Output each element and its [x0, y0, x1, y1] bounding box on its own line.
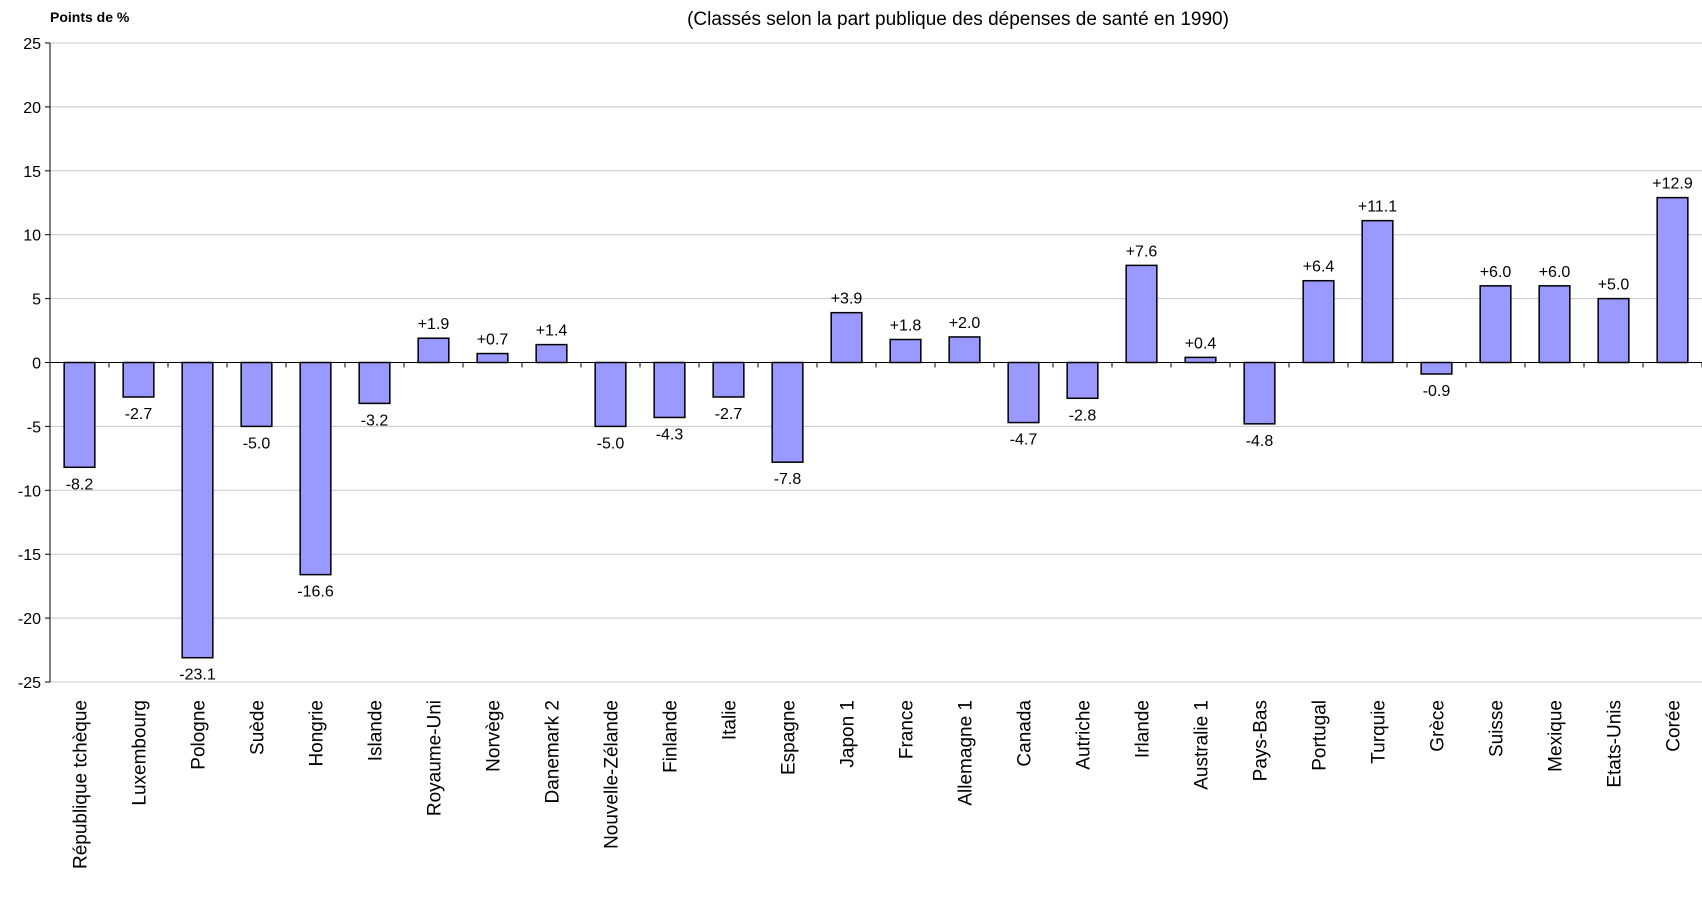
- x-tick-label: Royaume-Uni: [425, 700, 446, 816]
- x-tick-label: Hongrie: [307, 700, 328, 767]
- bar: [417, 337, 450, 364]
- data-label: -4.8: [1246, 433, 1274, 450]
- bar: [63, 361, 96, 469]
- data-label: -2.8: [1069, 407, 1097, 424]
- bar: [535, 343, 568, 364]
- data-label: +1.9: [418, 316, 450, 333]
- bar: [1007, 361, 1040, 424]
- bar: [1420, 361, 1453, 375]
- x-tick-label: Japon 1: [838, 700, 859, 768]
- data-label: -5.0: [597, 435, 625, 452]
- data-label: -4.3: [656, 426, 684, 443]
- x-tick-label: Canada: [1015, 700, 1036, 767]
- y-tick-label: 20: [23, 100, 41, 117]
- data-label: +12.9: [1652, 176, 1693, 193]
- bar: [1184, 356, 1217, 364]
- y-tick-label: -10: [18, 483, 41, 500]
- x-tick-label: Corée: [1664, 700, 1685, 752]
- bar: [299, 361, 332, 576]
- bar: [594, 361, 627, 428]
- bar: [1243, 361, 1276, 425]
- x-tick-label: Italie: [720, 700, 741, 740]
- data-label: +6.0: [1480, 264, 1512, 281]
- bar: [653, 361, 686, 419]
- data-label: -8.2: [66, 476, 94, 493]
- data-label: -2.7: [125, 406, 153, 423]
- y-tick-label: 5: [32, 292, 41, 309]
- x-tick-label: Portugal: [1310, 700, 1331, 771]
- bar: [889, 338, 922, 364]
- data-label: -3.2: [361, 412, 389, 429]
- data-label: +11.1: [1358, 199, 1397, 216]
- y-tick-label: 25: [23, 36, 41, 53]
- x-tick-label: Pays-Bas: [1251, 700, 1272, 781]
- data-label: -2.7: [715, 406, 743, 423]
- x-tick-label: Australie 1: [1192, 700, 1213, 790]
- bar: [1538, 285, 1571, 364]
- x-tick-label: République tchèque: [71, 700, 92, 869]
- y-tick-label: 15: [23, 164, 41, 181]
- data-label: -7.8: [774, 471, 802, 488]
- x-tick-label: Luxembourg: [130, 700, 151, 806]
- x-tick-label: Autriche: [1074, 700, 1095, 770]
- bar: [1361, 219, 1394, 364]
- data-label: -16.6: [297, 584, 334, 601]
- data-label: +6.4: [1303, 259, 1335, 276]
- data-label: +3.9: [831, 291, 863, 308]
- x-tick-label: Allemagne 1: [956, 700, 977, 806]
- bar: [830, 311, 863, 364]
- data-label: -0.9: [1423, 383, 1451, 400]
- data-label: +2.0: [949, 315, 981, 332]
- y-tick-label: -5: [27, 419, 41, 436]
- x-tick-label: Turquie: [1369, 700, 1390, 764]
- bar: [1302, 279, 1335, 364]
- x-tick-label: Pologne: [189, 700, 210, 770]
- bar: [240, 361, 273, 428]
- x-tick-label: Suisse: [1487, 700, 1508, 757]
- x-tick-label: Islande: [366, 700, 387, 761]
- x-tick-label: Espagne: [779, 700, 800, 775]
- data-label: -23.1: [179, 667, 216, 684]
- data-label: +0.4: [1185, 335, 1217, 352]
- y-axis-title: Points de %: [50, 9, 130, 25]
- x-tick-label: Danemark 2: [543, 700, 564, 804]
- bar: [122, 361, 155, 398]
- y-tick-label: 0: [32, 356, 41, 373]
- bar: [948, 336, 981, 364]
- data-label: +0.7: [477, 332, 509, 349]
- data-label: +5.0: [1598, 277, 1630, 294]
- data-label: +1.8: [890, 317, 922, 334]
- x-tick-label: Finlande: [661, 700, 682, 773]
- x-tick-label: France: [897, 700, 918, 759]
- bar: [1479, 285, 1512, 364]
- data-label: +6.0: [1539, 264, 1571, 281]
- chart-subtitle: (Classés selon la part publique des dépe…: [687, 9, 1229, 30]
- x-tick-label: Irlande: [1133, 700, 1154, 758]
- bar: [358, 361, 391, 405]
- y-tick-label: -25: [18, 675, 41, 692]
- bar: [712, 361, 745, 398]
- y-tick-label: 10: [23, 228, 41, 245]
- bar: [1656, 196, 1689, 364]
- x-tick-label: Nouvelle-Zélande: [602, 700, 623, 849]
- x-tick-label: Etats-Unis: [1605, 700, 1626, 788]
- data-label: +7.6: [1126, 243, 1158, 260]
- bar: [771, 361, 804, 463]
- bar: [1125, 264, 1158, 364]
- bar: [1066, 361, 1099, 400]
- x-tick-label: Grèce: [1428, 700, 1449, 752]
- x-tick-label: Norvège: [484, 700, 505, 772]
- y-tick-label: -15: [18, 547, 41, 564]
- y-tick-label: -20: [18, 611, 41, 628]
- bar: [476, 352, 509, 364]
- data-label: -4.7: [1010, 432, 1038, 449]
- data-label: -5.0: [243, 435, 271, 452]
- bar: [181, 361, 214, 659]
- bar: [1597, 297, 1630, 364]
- x-tick-label: Suède: [248, 700, 269, 755]
- x-tick-label: Mexique: [1546, 700, 1567, 772]
- data-label: +1.4: [536, 323, 568, 340]
